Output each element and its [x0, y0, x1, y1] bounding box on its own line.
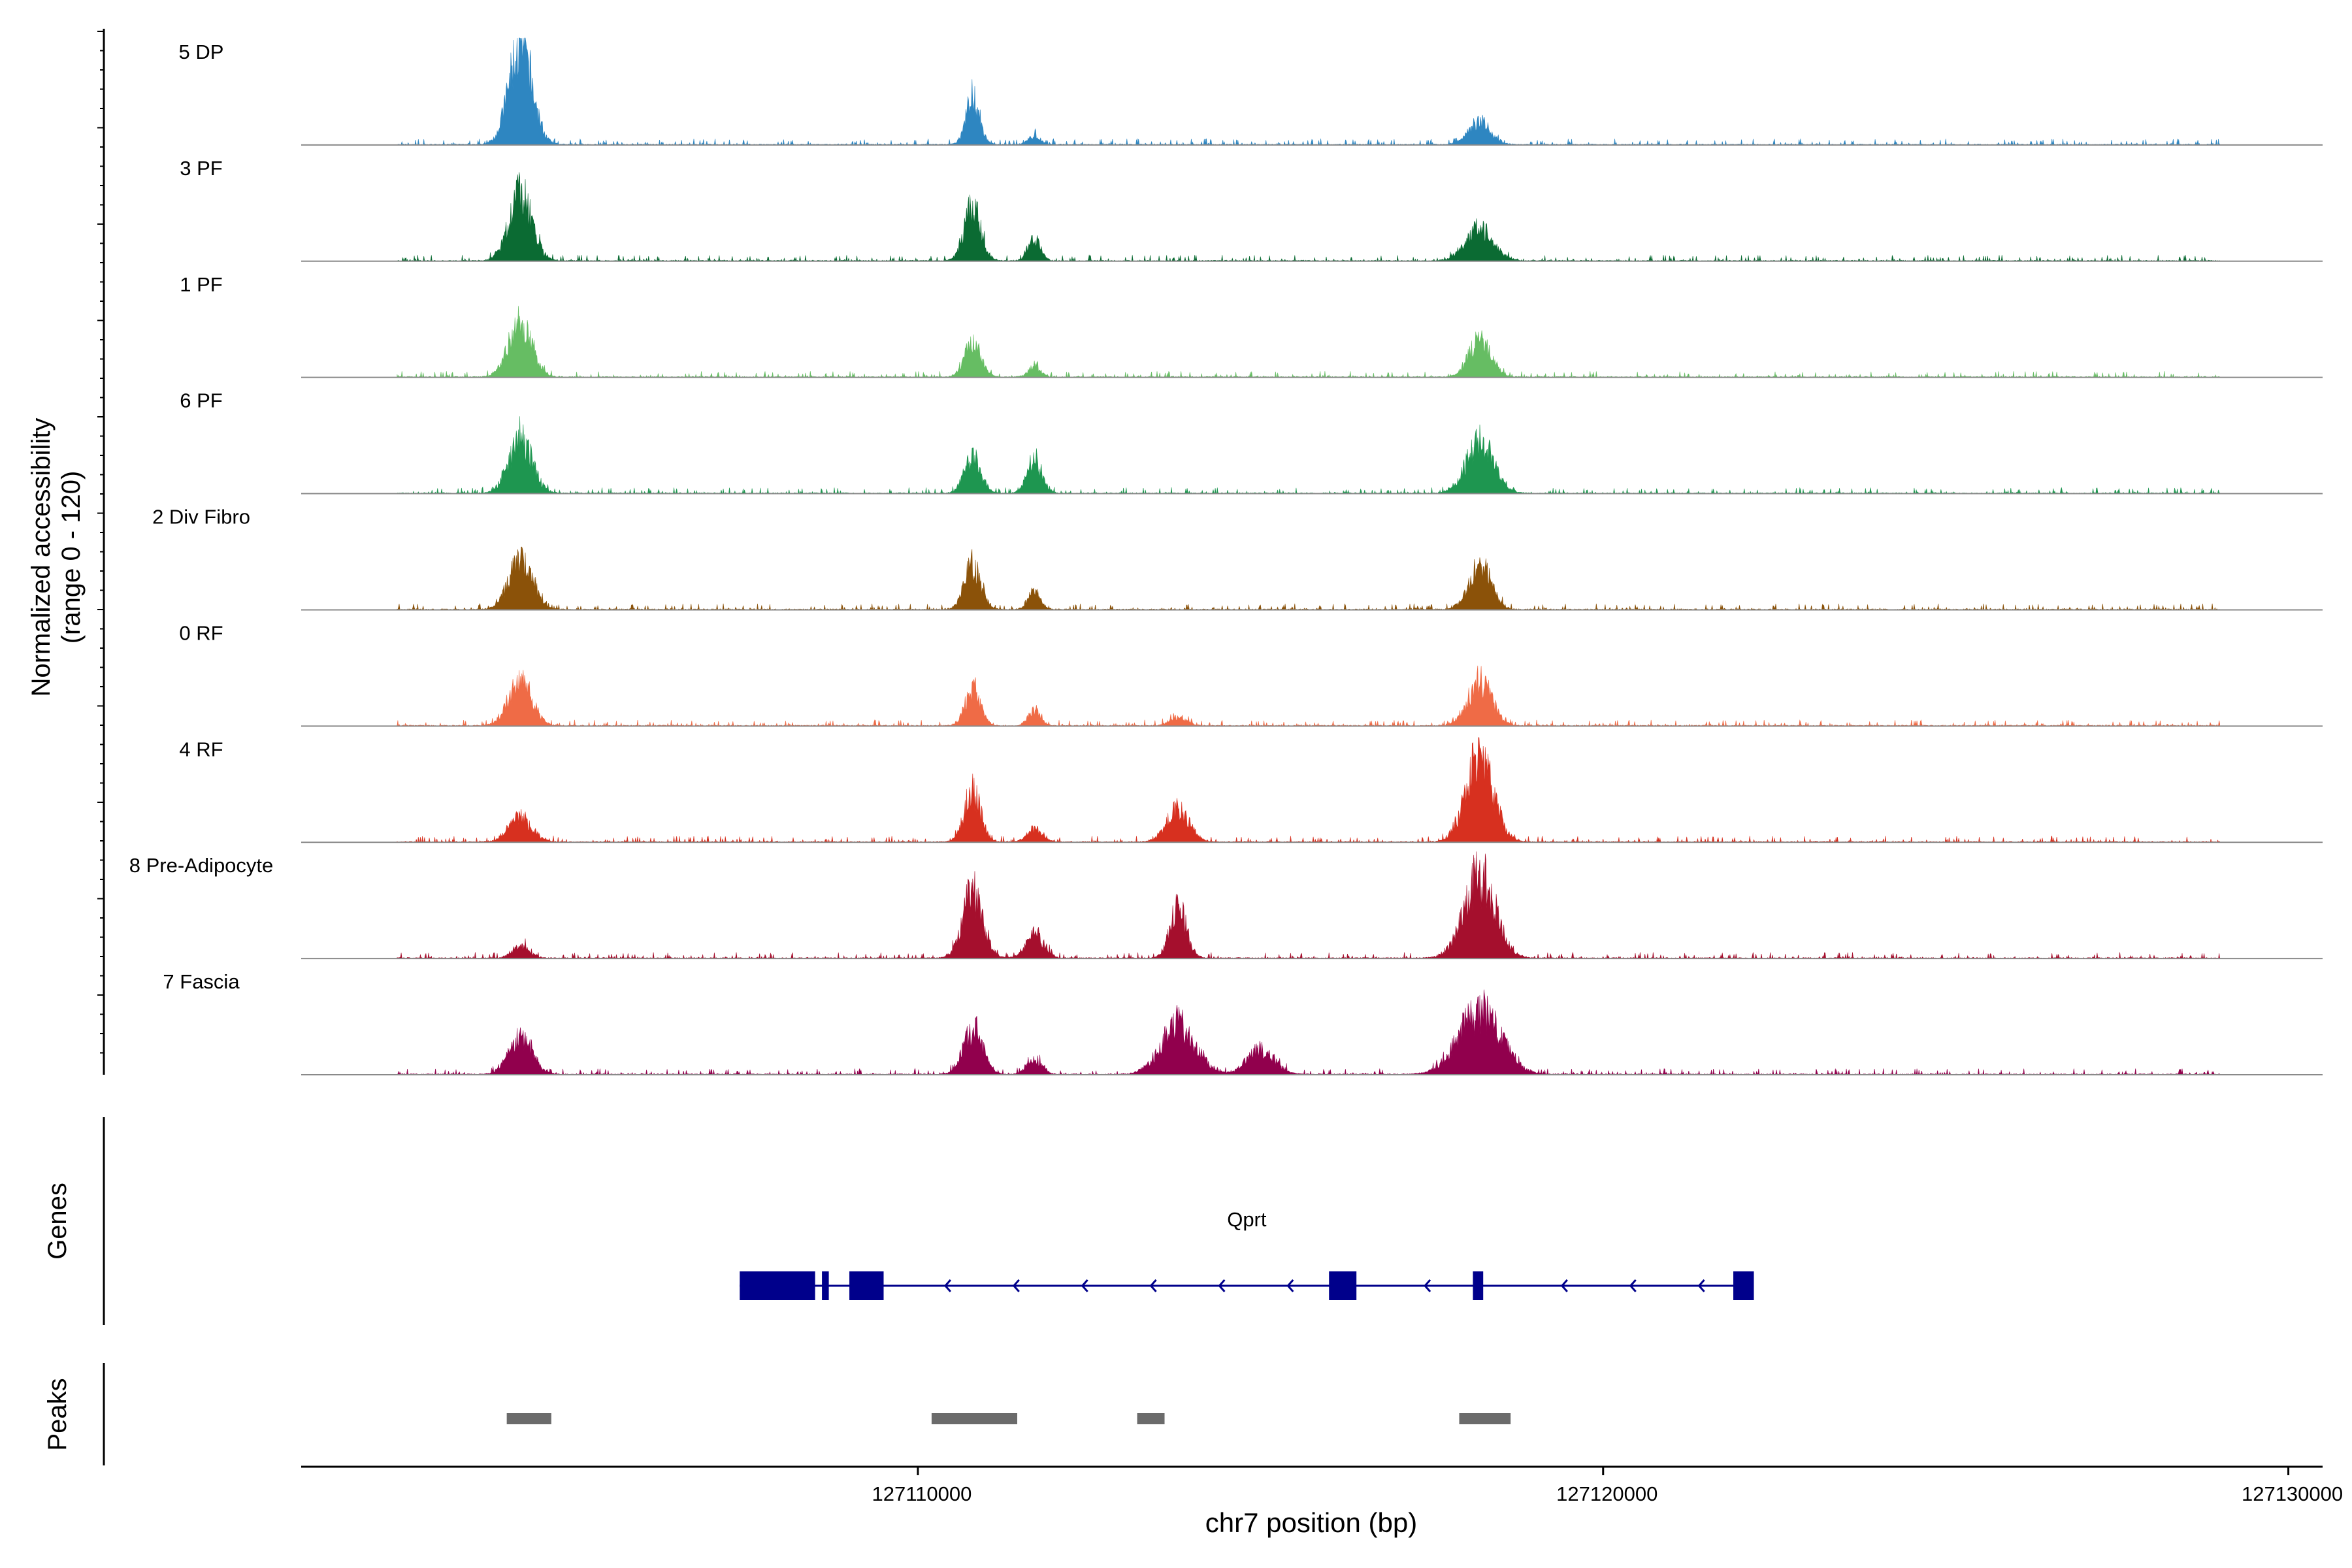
coverage-area	[397, 416, 2220, 495]
track-label: 4 RF	[179, 738, 223, 760]
coverage-area	[397, 851, 2220, 960]
strand-arrow	[1286, 1279, 1294, 1292]
coverage-area	[397, 306, 2220, 378]
track-label: 2 Div Fibro	[152, 506, 250, 529]
peak-region	[1459, 1413, 1511, 1424]
track-4-rf: 4 RF	[179, 737, 2323, 843]
track-label: 6 PF	[180, 389, 222, 412]
track-5-dp: 5 DP	[179, 37, 2323, 146]
gene-exon	[1473, 1271, 1484, 1300]
gene-exon	[1329, 1271, 1357, 1300]
track-label: 0 RF	[179, 621, 223, 644]
coverage-area	[397, 37, 2220, 146]
peak-region	[1137, 1413, 1165, 1424]
genes-track-label: Genes	[43, 1183, 72, 1260]
track-6-pf: 6 PF	[180, 389, 2323, 495]
track-0-rf: 0 RF	[179, 621, 2323, 727]
coverage-area	[397, 546, 2220, 611]
gene-exon	[849, 1271, 884, 1300]
peaks-track	[506, 1413, 1511, 1424]
strand-arrow	[1081, 1279, 1088, 1292]
track-label: 8 Pre-Adipocyte	[129, 854, 274, 877]
coverage-area	[397, 172, 2220, 262]
strand-arrow	[1629, 1279, 1637, 1292]
track-label: 3 PF	[180, 157, 222, 180]
x-tick-label: 127120000	[1556, 1482, 1658, 1505]
strand-arrow	[1012, 1279, 1020, 1292]
gene-exon	[822, 1271, 829, 1300]
track-8-pre-adipocyte: 8 Pre-Adipocyte	[129, 851, 2323, 960]
genes-track: Qprt	[740, 1208, 1754, 1300]
track-7-fascia: 7 Fascia	[163, 970, 2323, 1075]
coverage-area	[397, 665, 2220, 727]
x-axis-label: chr7 position (bp)	[1205, 1507, 1418, 1538]
peak-region	[506, 1413, 551, 1424]
track-3-pf: 3 PF	[180, 157, 2323, 262]
track-label: 5 DP	[179, 41, 224, 63]
x-axis-ticks: 127110000 127120000 127130000	[872, 1467, 2343, 1505]
y-axis-label-line2: (range 0 - 120)	[57, 471, 86, 644]
coverage-y-ticks	[97, 31, 104, 1054]
strand-arrow	[943, 1279, 952, 1292]
gene-exon	[1733, 1271, 1754, 1300]
gene-name-qprt: Qprt	[1227, 1208, 1267, 1231]
strand-arrow	[1697, 1279, 1705, 1292]
strand-arrow	[1149, 1279, 1157, 1292]
track-label: 7 Fascia	[163, 970, 240, 993]
peaks-track-label: Peaks	[43, 1378, 72, 1450]
strand-arrow	[1560, 1279, 1568, 1292]
coverage-area	[397, 737, 2220, 843]
track-label: 1 PF	[180, 273, 222, 296]
x-tick-label: 127130000	[2242, 1482, 2343, 1505]
y-axis-label-line1: Normalized accessibility	[27, 418, 56, 697]
gene-exon	[740, 1271, 815, 1300]
coverage-tracks: 5 DP 3 PF 1 PF 6 PF 2 Div Fibro 0 RF 4 RF 8 Pre…	[129, 37, 2323, 1075]
coverage-area	[397, 989, 2220, 1075]
track-1-pf: 1 PF	[180, 273, 2323, 378]
peak-region	[931, 1413, 1018, 1424]
strand-arrow	[1424, 1279, 1431, 1292]
x-tick-label: 127110000	[872, 1482, 972, 1505]
strand-arrow	[1218, 1279, 1226, 1292]
track-2-div-fibro: 2 Div Fibro	[152, 506, 2323, 611]
